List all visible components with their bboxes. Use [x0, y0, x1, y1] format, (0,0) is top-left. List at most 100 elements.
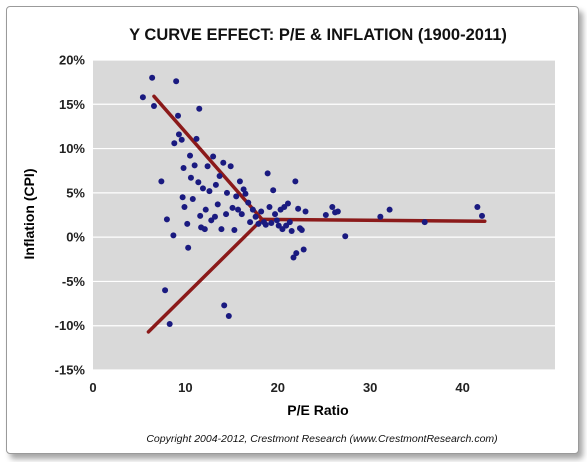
data-point: [216, 173, 223, 180]
data-point: [300, 246, 307, 253]
data-point: [270, 187, 277, 194]
data-point: [249, 206, 256, 213]
data-point: [170, 232, 177, 239]
y-tick-label: 10%: [59, 141, 85, 156]
data-point: [201, 226, 208, 233]
trend-line: [152, 94, 264, 222]
data-point: [227, 163, 234, 170]
data-point: [292, 178, 299, 185]
data-point: [204, 163, 211, 170]
y-tick-labels: -15% -10% -5% 0% 5% 10% 15% 20%: [55, 53, 86, 378]
data-point: [187, 174, 194, 181]
data-point: [266, 204, 273, 211]
data-point: [149, 74, 156, 81]
x-tick-label: 10: [178, 380, 192, 395]
y-tick-label: 5%: [66, 185, 85, 200]
data-point: [193, 135, 200, 142]
y-tick-label: -5%: [62, 274, 86, 289]
data-point: [377, 213, 384, 220]
data-point: [329, 204, 336, 211]
y-tick-label: -15%: [55, 363, 86, 378]
x-tick-label: 30: [363, 380, 377, 395]
data-point: [173, 78, 180, 85]
data-point: [223, 211, 230, 218]
data-point: [302, 208, 309, 215]
data-point: [196, 105, 203, 112]
data-point: [189, 196, 196, 203]
data-point: [268, 219, 275, 226]
data-point: [386, 206, 393, 213]
data-point: [175, 112, 182, 119]
data-point: [479, 212, 486, 219]
data-point: [238, 211, 245, 218]
trend-line: [260, 217, 487, 223]
x-tick-labels: 0 10 20 30 40: [89, 380, 469, 395]
data-point: [273, 217, 280, 224]
data-point: [236, 178, 243, 185]
data-point: [179, 194, 186, 201]
data-point: [342, 233, 349, 240]
data-point: [295, 205, 302, 212]
y-axis-title: Inflation (CPI): [21, 169, 37, 260]
data-point: [220, 159, 227, 166]
data-point: [184, 220, 191, 227]
y-tick-label: -10%: [55, 318, 86, 333]
data-point: [162, 287, 169, 294]
data-point: [225, 312, 232, 319]
data-point: [163, 216, 170, 223]
data-point: [334, 208, 341, 215]
x-tick-label: 40: [455, 380, 469, 395]
data-point: [272, 211, 279, 218]
data-point: [171, 140, 178, 147]
data-point: [252, 213, 259, 220]
data-point: [264, 170, 271, 177]
y-tick-label: 0%: [66, 230, 85, 245]
data-point: [223, 189, 230, 196]
data-point: [474, 204, 481, 211]
data-point: [191, 162, 198, 169]
data-point: [195, 179, 202, 186]
copyright-text: Copyright 2004-2012, Crestmont Research …: [146, 433, 497, 445]
data-point: [221, 302, 228, 309]
chart-title: Y CURVE EFFECT: P/E & INFLATION (1900-20…: [129, 26, 507, 44]
data-point: [150, 103, 157, 110]
data-point: [293, 250, 300, 257]
data-point: [286, 219, 293, 226]
trend-line: [146, 217, 264, 334]
data-point: [247, 219, 254, 226]
data-point: [322, 212, 329, 218]
data-point: [212, 181, 219, 188]
data-point: [290, 254, 297, 261]
data-point: [206, 188, 213, 195]
data-point: [298, 227, 305, 234]
data-point: [214, 201, 221, 208]
data-point: [139, 94, 146, 101]
data-point: [210, 153, 217, 160]
data-point: [166, 320, 173, 327]
data-point: [218, 226, 225, 233]
data-point: [197, 212, 204, 219]
data-point: [202, 206, 209, 213]
x-tick-label: 20: [271, 380, 285, 395]
data-point: [231, 227, 238, 234]
data-point: [187, 152, 194, 159]
data-point: [242, 190, 249, 197]
data-point: [262, 221, 269, 228]
data-point: [181, 204, 188, 211]
data-point: [421, 219, 428, 226]
data-point: [255, 220, 262, 227]
scatter-points: [139, 74, 486, 327]
x-axis-title: P/E Ratio: [287, 402, 348, 418]
data-point: [233, 193, 240, 200]
y-tick-label: 15%: [59, 97, 85, 112]
data-point: [235, 206, 242, 213]
data-point: [258, 208, 265, 215]
data-point: [199, 185, 206, 192]
data-point: [175, 131, 182, 138]
data-point: [178, 136, 185, 143]
y-tick-label: 20%: [59, 53, 85, 68]
data-point: [229, 204, 236, 211]
data-point: [185, 244, 192, 251]
data-point: [180, 165, 187, 172]
